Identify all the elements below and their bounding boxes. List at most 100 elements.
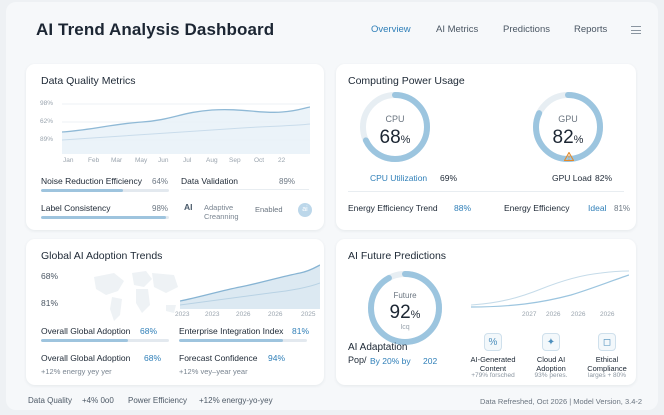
gpu-number: 82 xyxy=(552,127,574,148)
computing-power-card: Computing Power Usage CPU 68% CPU Utiliz… xyxy=(336,64,636,230)
prediction-sub: 93% peres. xyxy=(534,372,568,379)
energy-efficiency-label: Energy Efficiency xyxy=(504,203,570,213)
data-validation-value: 89% xyxy=(279,177,296,186)
cpu-value: 68% xyxy=(358,127,432,149)
overall-adoption-value-2: 68% xyxy=(144,353,162,363)
energy-trend-label: Energy Efficiency Trend xyxy=(348,203,438,213)
sparkle-icon[interactable]: ✦ xyxy=(542,333,560,351)
prediction-sub: +79% forsched xyxy=(471,372,515,379)
gpu-pct: % xyxy=(573,134,584,146)
ai-adaptation-num: 202 xyxy=(423,356,438,366)
energy-ideal: Ideal xyxy=(588,203,607,213)
data-quality-title: Data Quality Metrics xyxy=(41,75,136,87)
forecast-confidence-sub: +12% vey–year year xyxy=(179,367,248,376)
noise-reduction-bar xyxy=(41,189,169,192)
percent-icon[interactable]: % xyxy=(484,333,502,351)
adaptive-text: Adaptive Creanning xyxy=(204,203,239,221)
x-tick: 2023 xyxy=(205,311,220,318)
world-map-icon xyxy=(94,271,178,321)
enterprise-index-bar xyxy=(179,339,307,342)
gpu-load-label: GPU Load xyxy=(552,173,592,183)
cpu-gauge xyxy=(360,92,430,162)
enterprise-index-fill xyxy=(179,339,283,342)
adaptive-toggle[interactable]: ai xyxy=(298,203,312,217)
x-tick: Jul xyxy=(183,157,192,164)
label-consistency-bar xyxy=(41,216,169,219)
shield-icon[interactable]: ◻ xyxy=(598,333,616,351)
label-consistency-label: Label Consistency xyxy=(41,203,111,213)
overall-adoption-fill xyxy=(41,339,129,342)
x-tick: Feb xyxy=(88,157,100,164)
footer-refresh-text: Data Refreshed, Oct 2026 | Model Version… xyxy=(480,397,643,406)
noise-reduction-fill xyxy=(41,189,123,192)
tab-ai-metrics[interactable]: AI Metrics xyxy=(436,24,479,35)
energy-trend-value: 88% xyxy=(454,203,472,213)
prediction-sub: larges + 80% xyxy=(587,372,627,379)
y-tick: 89% xyxy=(40,136,54,143)
overall-adoption-sub: +12% energy yey yer xyxy=(41,367,112,376)
prediction-label: Cloud AI Adoption xyxy=(536,355,566,373)
global-adoption-title: Global AI Adoption Trends xyxy=(41,250,163,262)
cpu-pct: % xyxy=(400,134,411,146)
divider xyxy=(348,191,624,192)
overall-adoption-bar xyxy=(41,339,169,342)
x-tick: 2025 xyxy=(301,311,316,318)
tab-overview[interactable]: Overview xyxy=(371,24,411,35)
x-tick: 2026 xyxy=(546,311,561,318)
prediction-label: Ethical Compliance xyxy=(587,355,627,373)
ai-adaptation-title: AI Adaptation xyxy=(348,342,408,353)
cpu-label: CPU xyxy=(385,114,405,124)
cpu-number: 68 xyxy=(379,127,401,148)
cpu-utilization-value: 69% xyxy=(440,173,458,183)
enterprise-index-value: 81% xyxy=(292,326,310,336)
label-consistency-value: 98% xyxy=(152,204,169,213)
x-tick: 22 xyxy=(278,157,286,164)
footer-power-value: +12% energy-yo-yey xyxy=(199,396,273,405)
gpu-gauge-arc xyxy=(533,92,603,162)
x-tick: 2023 xyxy=(175,311,190,318)
ai-adaptation-by: By 20% by xyxy=(370,356,411,366)
menu-icon[interactable] xyxy=(631,26,641,34)
noise-reduction-value: 64% xyxy=(152,177,169,186)
cpu-gauge-arc xyxy=(360,92,430,162)
data-validation-label: Data Validation xyxy=(181,176,239,186)
x-tick: May xyxy=(135,157,148,164)
forecast-confidence-label: Forecast Confidence xyxy=(179,353,258,363)
dashboard-page: AI Trend Analysis Dashboard Overview AI … xyxy=(6,2,658,410)
ai-tag: AI xyxy=(184,202,193,212)
future-sub: Icq xyxy=(400,324,410,331)
future-number: 92 xyxy=(389,302,411,323)
x-tick: Sep xyxy=(229,157,241,164)
overall-adoption-value: 68% xyxy=(140,326,158,336)
tab-predictions[interactable]: Predictions xyxy=(503,24,550,35)
global-pct-bottom: 81% xyxy=(41,298,59,308)
footer-data-quality-value: +4% 0o0 xyxy=(82,396,114,405)
page-title: AI Trend Analysis Dashboard xyxy=(36,20,275,39)
tab-reports[interactable]: Reports xyxy=(574,24,608,35)
future-predictions-title: AI Future Predictions xyxy=(348,250,447,262)
future-gauge xyxy=(368,271,442,345)
footer-data-quality-label: Data Quality xyxy=(28,396,73,405)
cpu-utilization-label: CPU Utilization xyxy=(370,173,428,183)
future-label: Future xyxy=(393,291,417,300)
computing-power-title: Computing Power Usage xyxy=(348,75,465,87)
footer-power-label: Power Efficiency xyxy=(128,396,187,405)
global-adoption-card: Global AI Adoption Trends 68% 81% 2023 2… xyxy=(26,239,324,385)
x-tick: 2026 xyxy=(600,311,615,318)
y-tick: 62% xyxy=(40,118,54,125)
prediction-label: AI-Generated Content xyxy=(470,355,516,373)
gpu-value: 82% xyxy=(531,127,605,149)
future-pct: % xyxy=(410,309,421,321)
x-tick: Aug xyxy=(206,157,218,164)
x-tick: 2026 xyxy=(268,311,283,318)
future-value: 92% xyxy=(366,302,444,324)
ai-adaptation-pop: Pop/ xyxy=(348,355,367,365)
x-tick: Mar xyxy=(111,157,123,164)
x-tick: 2026 xyxy=(571,311,586,318)
noise-reduction-label: Noise Reduction Efficiency xyxy=(41,176,142,186)
data-quality-chart xyxy=(62,103,310,154)
gpu-gauge xyxy=(533,92,603,162)
future-predictions-card: AI Future Predictions Future 92% Icq 202… xyxy=(336,239,636,385)
x-tick: 2027 xyxy=(522,311,537,318)
warning-icon xyxy=(564,152,574,161)
